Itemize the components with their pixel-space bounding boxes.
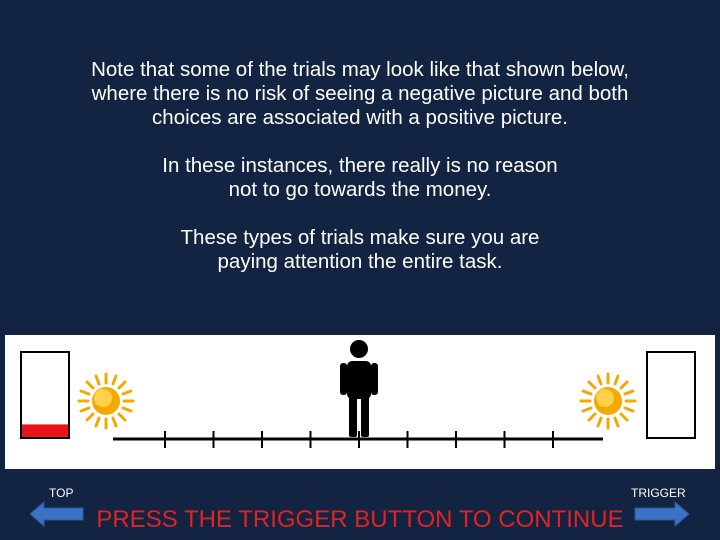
- left-arrow-icon[interactable]: [30, 501, 84, 527]
- instruction-line: Note that some of the trials may look li…: [91, 58, 629, 81]
- left-money-fill: [22, 424, 68, 437]
- instruction-line: paying attention the entire task.: [217, 250, 503, 273]
- left-money-bar: [20, 351, 70, 439]
- sun-icon: [77, 372, 135, 430]
- right-money-bar: [646, 351, 696, 439]
- instruction-line: choices are associated with a positive p…: [152, 106, 568, 129]
- instruction-paragraph-3: These types of trials make sure you are …: [0, 226, 720, 274]
- trial-illustration: [20, 340, 696, 448]
- instructions-text: Note that some of the trials may look li…: [0, 58, 720, 298]
- continue-prompt: PRESS THE TRIGGER BUTTON TO CONTINUE: [96, 506, 624, 533]
- instruction-paragraph-1: Note that some of the trials may look li…: [0, 58, 720, 130]
- instruction-line: not to go towards the money.: [228, 178, 492, 201]
- instruction-line: In these instances, there really is no r…: [162, 154, 558, 177]
- trigger-button-label: TRIGGER: [631, 486, 686, 500]
- sun-icon: [579, 372, 637, 430]
- top-button-label: TOP: [49, 486, 74, 500]
- instruction-line: These types of trials make sure you are: [180, 226, 540, 249]
- right-arrow-icon[interactable]: [634, 501, 690, 527]
- track-ticks: [164, 431, 554, 448]
- person-icon: [340, 340, 378, 437]
- instruction-line: where there is no risk of seeing a negat…: [91, 82, 629, 105]
- instruction-paragraph-2: In these instances, there really is no r…: [0, 154, 720, 202]
- trial-example-panel: [5, 335, 715, 469]
